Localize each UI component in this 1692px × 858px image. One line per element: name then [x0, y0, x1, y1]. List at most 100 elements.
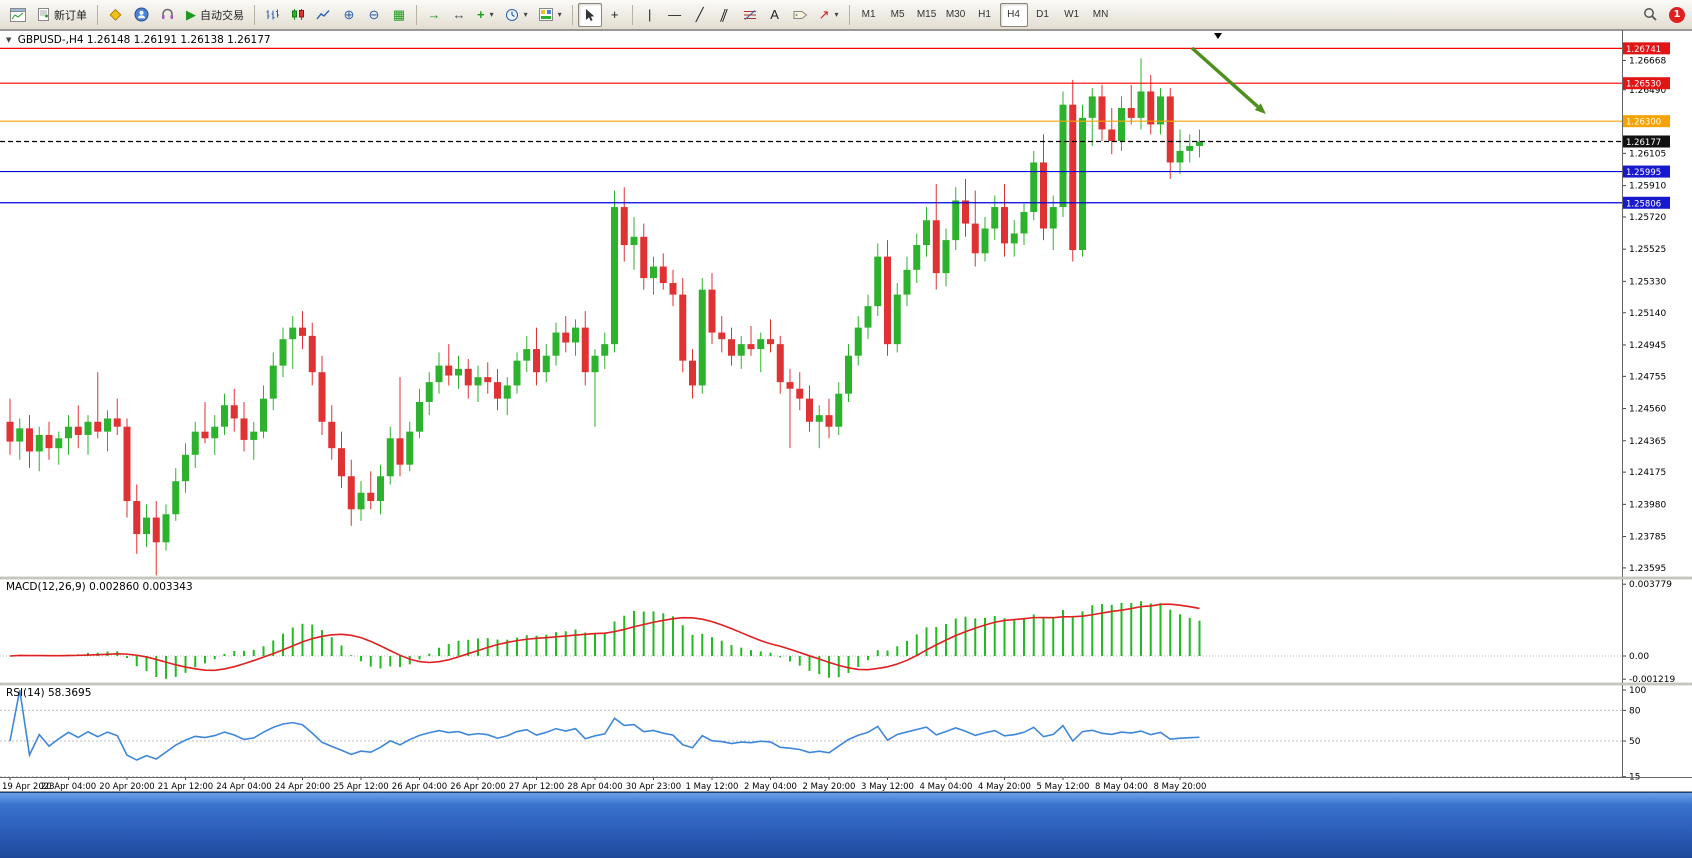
price-tick-label: 1.24945 [1629, 341, 1666, 351]
cursor-button[interactable] [577, 2, 602, 27]
trend-arrow[interactable] [1190, 46, 1259, 108]
timeframe-d1-button[interactable]: D1 [1029, 3, 1057, 27]
candle [84, 421, 92, 435]
current-bar-marker [1214, 33, 1222, 39]
timeframe-m15-button[interactable]: M15 [913, 3, 941, 27]
candle [299, 327, 306, 336]
time-label: 5 May 12:00 [1037, 782, 1090, 792]
text-button[interactable]: A [763, 3, 787, 27]
autotrading-label: 自动交易 [200, 9, 244, 22]
candle [133, 501, 141, 535]
candle [991, 207, 999, 229]
label-button[interactable] [788, 3, 813, 27]
macd-signal-line [9, 603, 1200, 672]
autotrading-button[interactable]: ▶ 自动交易 [181, 3, 249, 27]
panel-splitter[interactable] [0, 576, 1692, 580]
candle [211, 426, 219, 439]
tile-windows-button[interactable]: ▦ [387, 3, 411, 27]
candle [854, 327, 862, 356]
candle [630, 236, 638, 246]
candle [260, 398, 267, 432]
candle [893, 294, 901, 345]
candle [825, 415, 833, 427]
price-tick-label: 1.23980 [1629, 500, 1666, 510]
new-chart-button[interactable] [5, 3, 31, 27]
periods-button[interactable]: ▾ [500, 3, 533, 27]
candle [1196, 141, 1203, 146]
timeframe-w1-button[interactable]: W1 [1058, 3, 1086, 27]
candle [464, 368, 472, 386]
rsi-label: RSI(14) 58.3695 [6, 687, 92, 699]
candle [445, 365, 453, 376]
fibonacci-button[interactable] [738, 3, 762, 27]
candle [6, 421, 14, 442]
taskbar[interactable] [0, 792, 1692, 858]
toolbar-separator [571, 4, 573, 25]
chart-title: ▼ GBPUSD-,H4 1.26148 1.26191 1.26138 1.2… [6, 34, 271, 46]
timeframe-mn-button[interactable]: MN [1087, 3, 1115, 27]
indicators-button[interactable]: + ▾ [472, 3, 499, 27]
timeframe-m30-button[interactable]: M30 [942, 3, 970, 27]
bars-chart-button[interactable] [260, 3, 285, 27]
price-level-chip-label: 1.26741 [1626, 45, 1661, 55]
panel-splitter[interactable] [0, 682, 1692, 686]
candle [708, 289, 716, 333]
chart-shift-button[interactable]: ↔ [447, 3, 471, 27]
price-level-chip-label: 1.25806 [1626, 199, 1661, 209]
timeframe-m1-button[interactable]: M1 [855, 3, 883, 27]
toolbar-separator [254, 4, 255, 25]
candle [581, 327, 589, 373]
arrows-tool-icon: ↗ [818, 7, 830, 22]
candle [152, 517, 160, 543]
metaeditor-button[interactable] [103, 3, 128, 27]
notification-badge[interactable]: 1 [1669, 6, 1685, 23]
candle [1166, 96, 1174, 163]
price-level-chip [1623, 42, 1670, 55]
trendline-button[interactable]: ╱ [688, 3, 712, 27]
arrows-tool-button[interactable]: ↗ ▾ [814, 3, 844, 27]
time-label: 27 Apr 12:00 [509, 782, 564, 792]
price-tick-label: 1.26490 [1629, 86, 1666, 96]
toolbar-separator [848, 4, 850, 25]
zoom-out-button[interactable]: ⊖ [362, 3, 386, 27]
macd-plot[interactable] [0, 601, 1622, 679]
new-order-button[interactable]: 新订单 [32, 3, 92, 27]
channel-button[interactable]: ∥ [713, 3, 737, 27]
crosshair-button[interactable]: + [603, 3, 627, 27]
horizontal-line-button[interactable]: — [663, 3, 687, 27]
candle [1118, 107, 1125, 141]
timeframe-h1-button[interactable]: H1 [971, 3, 999, 27]
candle [367, 492, 375, 502]
price-axis[interactable]: 1.26668 1.26490 1.26105 1.25910 1.25720 1.255… [1622, 30, 1692, 792]
chart-background [0, 30, 1692, 792]
candle [659, 266, 667, 284]
vertical-line-icon: | [647, 7, 652, 22]
price-tick-label: 1.23595 [1629, 564, 1666, 574]
candle [416, 401, 423, 432]
line-chart-icon [316, 10, 330, 20]
market-button[interactable] [155, 3, 180, 27]
candle [65, 426, 72, 439]
chart-area[interactable]: 19 Apr 2023 20 Apr 04:00 20 Apr 20:00 21 Ap… [0, 30, 1692, 792]
search-button[interactable] [1638, 3, 1663, 27]
zoom-in-button[interactable]: ⊕ [337, 3, 361, 27]
rsi-plot[interactable] [0, 689, 1622, 777]
timeframe-m5-button[interactable]: M5 [884, 3, 912, 27]
candles-chart-button[interactable] [286, 3, 310, 27]
line-chart-button[interactable] [311, 3, 336, 27]
candle [562, 332, 570, 343]
horizontal-line-icon: — [668, 7, 682, 22]
candlestick-plot[interactable] [0, 33, 1622, 576]
chart-title-text: GBPUSD-,H4 1.26148 1.26191 1.26138 1.261… [17, 34, 271, 46]
candle [952, 200, 960, 241]
collapse-arrow-icon[interactable]: ▼ [6, 36, 12, 44]
templates-button[interactable]: ▾ [534, 3, 567, 27]
candle [357, 492, 365, 510]
autoscroll-button[interactable]: → [422, 3, 446, 27]
candle [474, 377, 482, 386]
vertical-line-button[interactable]: | [638, 3, 662, 27]
profile-button[interactable] [129, 3, 154, 27]
timeframe-h4-button[interactable]: H4 [999, 2, 1028, 27]
candle [1108, 129, 1116, 141]
